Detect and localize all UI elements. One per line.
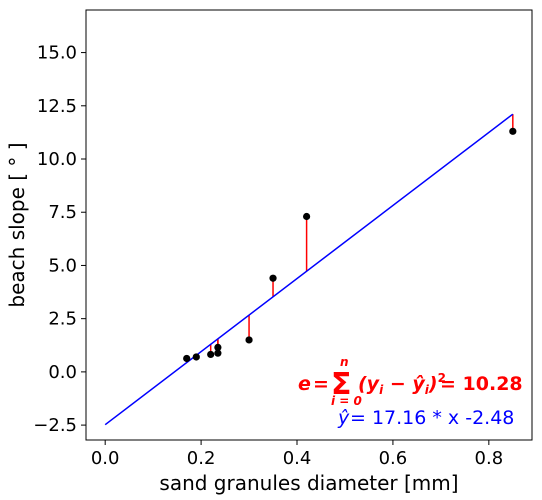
data-point bbox=[269, 275, 276, 282]
y-tick-label: 0.0 bbox=[48, 362, 77, 383]
y-tick-label: 2.5 bbox=[48, 309, 77, 330]
equals-sign: = bbox=[313, 373, 329, 395]
x-tick-label: 0.8 bbox=[475, 448, 504, 469]
residual-term: (yi − ŷi)2 bbox=[358, 371, 446, 397]
error-value-text: = 10.28 bbox=[440, 373, 523, 395]
sum-lower-limit: i = 0 bbox=[331, 394, 362, 408]
y-tick-label: −2.5 bbox=[33, 415, 77, 436]
data-point bbox=[183, 355, 190, 362]
data-point bbox=[214, 344, 221, 351]
sum-upper-limit: n bbox=[340, 355, 349, 369]
data-point bbox=[509, 128, 516, 135]
x-axis-ticks: 0.0 0.2 0.4 0.6 0.8 bbox=[91, 440, 503, 469]
x-tick-label: 0.2 bbox=[187, 448, 216, 469]
data-point bbox=[193, 353, 200, 360]
data-point bbox=[207, 351, 214, 358]
y-tick-label: 5.0 bbox=[48, 255, 77, 276]
data-point bbox=[303, 213, 310, 220]
y-axis-label: beach slope [ ° ] bbox=[5, 142, 29, 307]
equation-text: = 17.16 * x -2.48 bbox=[350, 407, 514, 429]
equation-annotation: ŷ = 17.16 * x -2.48 bbox=[337, 407, 514, 429]
x-tick-label: 0.0 bbox=[91, 448, 120, 469]
data-point bbox=[245, 336, 252, 343]
y-tick-label: 7.5 bbox=[48, 202, 77, 223]
x-tick-label: 0.4 bbox=[283, 448, 312, 469]
x-tick-label: 0.6 bbox=[379, 448, 408, 469]
y-axis-ticks: −2.5 0.0 2.5 5.0 7.5 10.0 12.5 15.0 bbox=[33, 43, 86, 437]
error-symbol: e bbox=[298, 373, 311, 395]
x-axis-label: sand granules diameter [mm] bbox=[159, 471, 458, 495]
yhat-symbol: ŷ bbox=[337, 407, 350, 429]
y-tick-label: 15.0 bbox=[37, 43, 77, 64]
y-tick-label: 12.5 bbox=[37, 96, 77, 117]
y-tick-label: 10.0 bbox=[37, 149, 77, 170]
